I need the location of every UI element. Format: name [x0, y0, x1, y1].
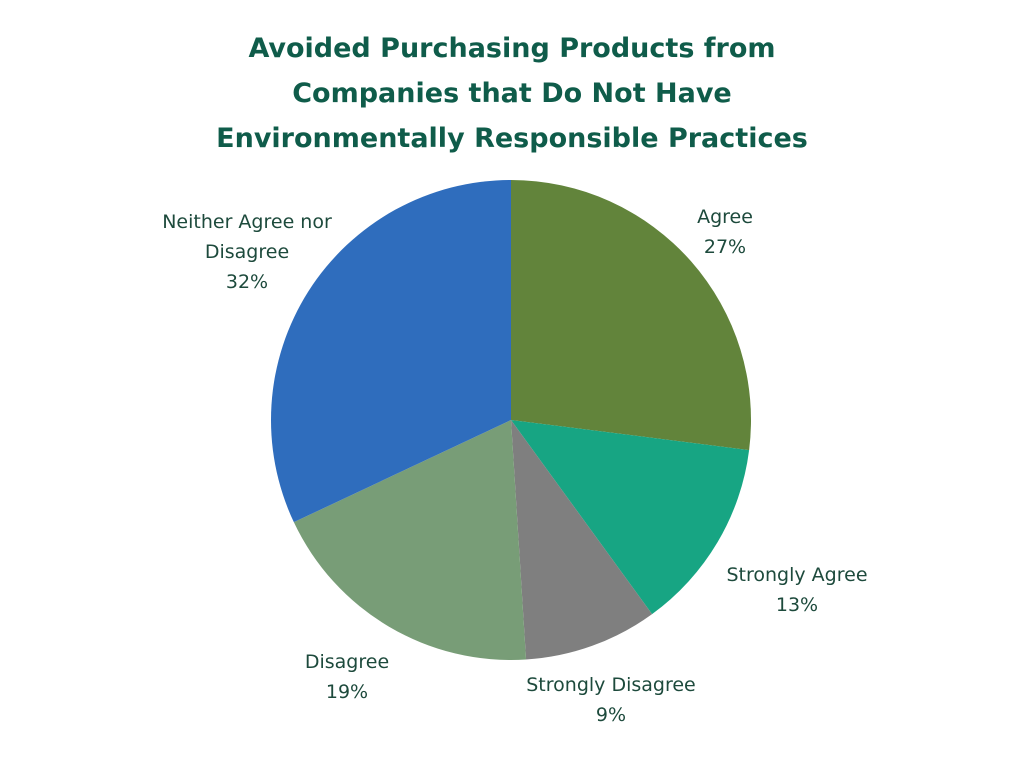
- category-label: Strongly Disagree: [526, 674, 696, 696]
- slice-label: Strongly Agree 13%: [712, 560, 882, 620]
- pie-slice: [511, 180, 751, 451]
- pie-slice: [511, 420, 653, 660]
- pie-slice: [271, 180, 511, 523]
- value-label: 27%: [703, 236, 747, 258]
- category-label: Strongly Agree: [726, 564, 868, 586]
- pie-slice: [511, 420, 750, 615]
- value-label: 19%: [325, 681, 369, 703]
- value-label: 9%: [595, 704, 627, 726]
- slice-label: Neither Agree nor Disagree 32%: [162, 207, 332, 297]
- chart-title: Avoided Purchasing Products from: [248, 33, 776, 64]
- value-label: 13%: [775, 594, 819, 616]
- category-label: Agree: [697, 206, 753, 228]
- category-label: Neither Agree nor Disagree: [162, 211, 332, 263]
- slice-label: Disagree 19%: [262, 647, 432, 707]
- slice-label: Agree 27%: [640, 202, 810, 262]
- chart-title: Companies that Do Not Have: [292, 78, 732, 109]
- category-label: Disagree: [304, 651, 390, 673]
- slice-label: Strongly Disagree 9%: [526, 670, 696, 730]
- value-label: 32%: [225, 271, 269, 293]
- chart-title: Environmentally Responsible Practices: [216, 123, 808, 154]
- pie-slice: [293, 420, 527, 660]
